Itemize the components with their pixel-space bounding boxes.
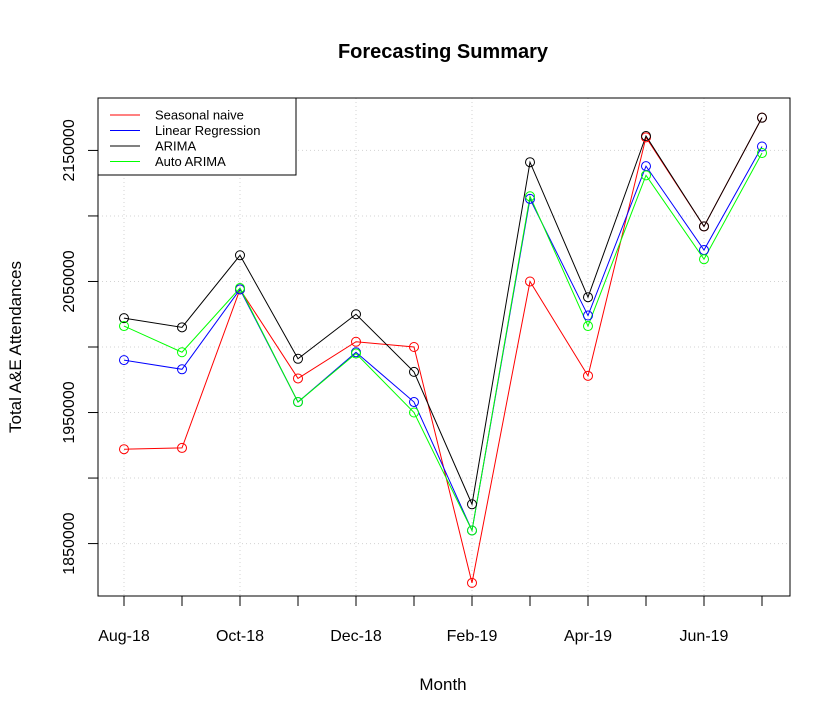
data-point [119,355,129,366]
data-point [467,577,477,588]
data-point [351,336,361,347]
x-tick-label: Oct-18 [216,628,264,645]
data-point [757,112,767,123]
data-point [293,353,303,364]
data-point [641,131,651,142]
data-point [525,276,535,287]
x-tick-label: Apr-19 [564,628,612,645]
y-tick-label: 1850000 [61,512,78,574]
data-point [583,310,593,321]
data-point [119,444,129,455]
series-points [119,112,767,588]
x-axis: Aug-18 Oct-18 Dec-18 Feb-19 Apr-19 Jun-19 [98,595,763,645]
data-point [641,170,651,181]
series-line [123,117,763,584]
series-line [123,117,763,506]
series-line [123,146,763,533]
series-lines [123,117,763,584]
x-tick-label: Dec-18 [330,628,382,645]
y-axis: 1850000 1950000 2050000 2150000 [61,119,98,575]
data-point [467,525,477,536]
series-line [123,152,763,533]
data-point [409,366,419,377]
x-tick-label: Jun-19 [680,628,729,645]
data-point [177,347,187,358]
legend-box [97,97,297,176]
data-point [235,250,245,261]
data-point [235,283,245,294]
data-point [757,141,767,152]
data-point [583,321,593,332]
x-tick-label: Aug-18 [98,628,150,645]
data-point [409,342,419,352]
data-point [699,254,709,265]
x-tick-label: Feb-19 [447,628,498,645]
data-point [293,397,303,408]
data-point [177,442,187,453]
x-axis-label: Month [419,675,466,694]
data-point [583,370,593,381]
data-point [409,397,419,408]
y-tick-label: 2050000 [61,250,78,312]
y-axis-label: Total A&E Attendances [6,261,25,433]
legend-label: Auto ARIMA [155,154,226,169]
data-point [119,313,129,324]
data-point [757,148,767,159]
data-point [177,322,187,333]
legend-label: ARIMA [155,139,197,154]
y-tick-label: 2150000 [61,119,78,181]
data-point [699,221,709,232]
y-tick-label: 1950000 [61,381,78,443]
data-point [525,193,535,204]
data-point [119,321,129,332]
data-point [583,292,593,303]
data-point [467,499,477,510]
data-point [409,407,419,418]
data-point [293,373,303,384]
legend-label: Seasonal naive [155,108,244,123]
data-point [351,309,361,320]
chart-title: Forecasting Summary [338,41,549,63]
data-point [351,348,361,359]
legend-label: Linear Regression [155,123,261,138]
data-point [525,191,535,202]
data-point [525,157,535,168]
data-point [177,364,187,375]
